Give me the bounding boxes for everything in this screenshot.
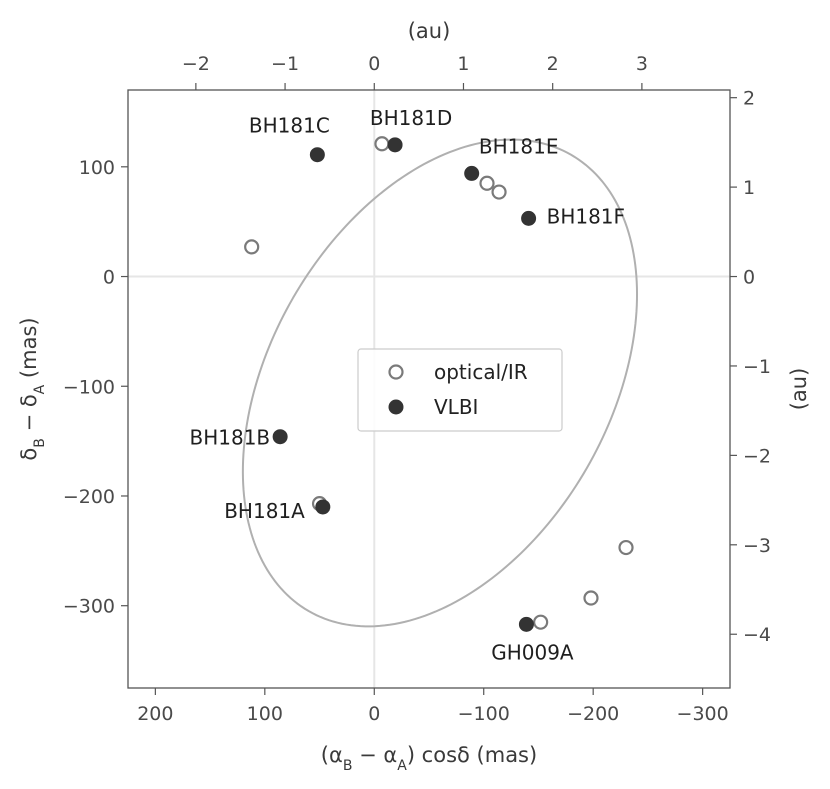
right-tick-label: −2 (743, 445, 771, 467)
vlbi-point-label: BH181E (479, 134, 559, 158)
vlbi-point (315, 499, 331, 515)
plot-frame (127, 89, 731, 689)
vlbi-point-label: GH009A (491, 640, 574, 664)
vlbi-point-label: BH181C (249, 114, 330, 138)
top-tick-label: 3 (636, 53, 648, 75)
top-tick-label: 2 (547, 53, 559, 75)
orbit-ellipse (241, 138, 639, 628)
right-tick-label: −3 (743, 535, 771, 557)
top-tick-label: 1 (457, 53, 469, 75)
x-tick-label: 200 (137, 703, 173, 725)
legend-box (357, 348, 563, 432)
vlbi-point (387, 137, 403, 153)
vlbi-point (464, 165, 480, 181)
top-tick-label: −2 (182, 53, 210, 75)
x-tick-label: 100 (247, 703, 283, 725)
legend-label-optical: optical/IR (434, 360, 528, 384)
legend-filled-circle-icon (388, 399, 404, 415)
vlbi-point (272, 429, 288, 445)
optical-ir-point (533, 614, 549, 630)
top-tick-label: −1 (271, 53, 299, 75)
right-tick-label: 0 (743, 267, 755, 289)
top-tick-label: 0 (368, 53, 380, 75)
vlbi-point-label: BH181B (189, 426, 270, 450)
optical-ir-point (491, 184, 507, 200)
vlbi-point (518, 616, 534, 632)
optical-ir-point (244, 239, 260, 255)
y-tick-label: −200 (63, 486, 115, 508)
optical-ir-point (618, 539, 634, 556)
optical-ir-point (479, 175, 495, 191)
y-tick-label: 0 (103, 267, 115, 289)
vlbi-point-label: BH181A (224, 499, 305, 523)
right-tick-label: −4 (743, 624, 771, 646)
top-axis-title: (au) (408, 19, 451, 43)
point-labels: BH181D BH181C BH181E BH181F BH181B BH181A GH00… (189, 106, 625, 664)
x-tick-label: −300 (677, 703, 729, 725)
y-tick-label: −300 (63, 596, 115, 618)
legend-open-circle-icon (388, 364, 404, 380)
x-tick-label: −100 (458, 703, 510, 725)
legend: optical/IR VLBI (357, 348, 563, 432)
optical-ir-point (583, 590, 599, 606)
right-tick-label: −1 (743, 356, 771, 378)
x-tick-label: −200 (567, 703, 619, 725)
y-axis-title: δB − δA (mas) (17, 317, 48, 460)
right-axis-title: (au) (787, 368, 811, 411)
vlbi-point-label: BH181F (547, 204, 625, 228)
right-tick-label: 2 (743, 88, 755, 110)
vlbi-point (309, 147, 325, 163)
vlbi-point (521, 210, 537, 226)
right-tick-label: 1 (743, 177, 755, 199)
y-tick-label: 100 (79, 157, 115, 179)
y-tick-label: −100 (63, 376, 115, 398)
optical-ir-point (374, 136, 390, 152)
vlbi-point-label: BH181D (370, 106, 452, 130)
x-tick-label: 0 (368, 703, 380, 725)
data-points (244, 136, 634, 632)
legend-label-vlbi: VLBI (434, 395, 478, 419)
x-axis-title: (αB − αA) cosδ (mas) (321, 743, 537, 774)
